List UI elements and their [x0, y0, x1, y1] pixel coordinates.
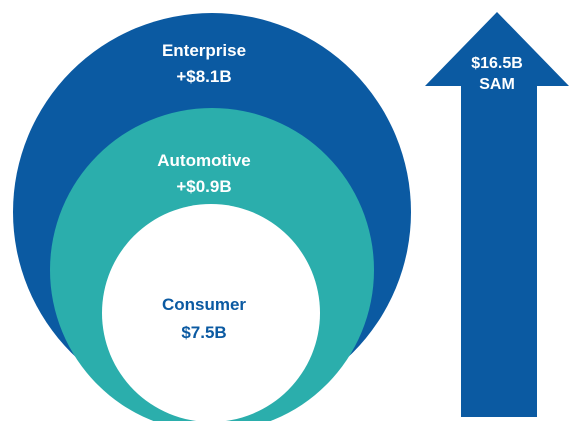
sam-total-value: $16.5B — [471, 55, 523, 72]
consumer-circle — [102, 204, 320, 421]
automotive-label: Automotive — [157, 151, 251, 170]
consumer-label: Consumer — [162, 295, 246, 314]
up-arrow-icon — [425, 12, 569, 417]
automotive-value: +$0.9B — [176, 177, 231, 196]
enterprise-value: +$8.1B — [176, 67, 231, 86]
consumer-value: $7.5B — [181, 323, 226, 342]
sam-total-label: SAM — [479, 76, 515, 93]
enterprise-label: Enterprise — [162, 41, 246, 60]
